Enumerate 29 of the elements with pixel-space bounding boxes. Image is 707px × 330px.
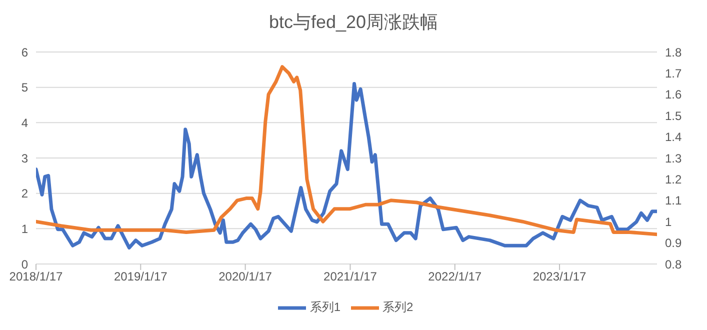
y-tick-label: 2 <box>21 186 28 201</box>
y2-tick-label: 1.2 <box>665 172 682 186</box>
legend-label: 系列2 <box>382 300 414 314</box>
y-tick-label: 6 <box>21 45 28 60</box>
y2-tick-label: 1.3 <box>665 151 682 166</box>
x-tick-label: 2021/1/17 <box>324 270 378 284</box>
y2-tick-label: 1.8 <box>665 45 682 60</box>
y2-tick-label: 1.7 <box>665 66 682 80</box>
x-tick-label: 2020/1/17 <box>218 270 272 284</box>
chart-title: btc与fed_20周涨跌幅 <box>268 11 440 34</box>
y-tick-label: 4 <box>21 116 28 130</box>
x-tick-label: 2023/1/17 <box>532 270 587 284</box>
y2-tick-label: 1.5 <box>665 108 682 123</box>
x-tick-label: 2022/1/17 <box>428 270 482 284</box>
line-series <box>36 82 657 250</box>
y2-tick-label: 1.6 <box>665 88 682 102</box>
legend-label: 系列1 <box>310 300 340 314</box>
y2-tick-label: 1 <box>665 214 672 229</box>
line-series <box>36 65 657 236</box>
y2-tick-label: 0.9 <box>665 236 682 250</box>
y2-tick-label: 0.8 <box>665 257 682 272</box>
y-tick-label: 0 <box>21 257 28 272</box>
y2-tick-label: 1.1 <box>665 194 682 208</box>
y-tick-label: 5 <box>21 80 28 95</box>
x-tick-label: 2019/1/17 <box>114 270 168 284</box>
y-tick-label: 3 <box>21 151 28 166</box>
y2-tick-label: 1.4 <box>665 130 682 144</box>
x-tick-label: 2018/1/17 <box>9 270 64 284</box>
y-tick-label: 1 <box>21 222 28 236</box>
